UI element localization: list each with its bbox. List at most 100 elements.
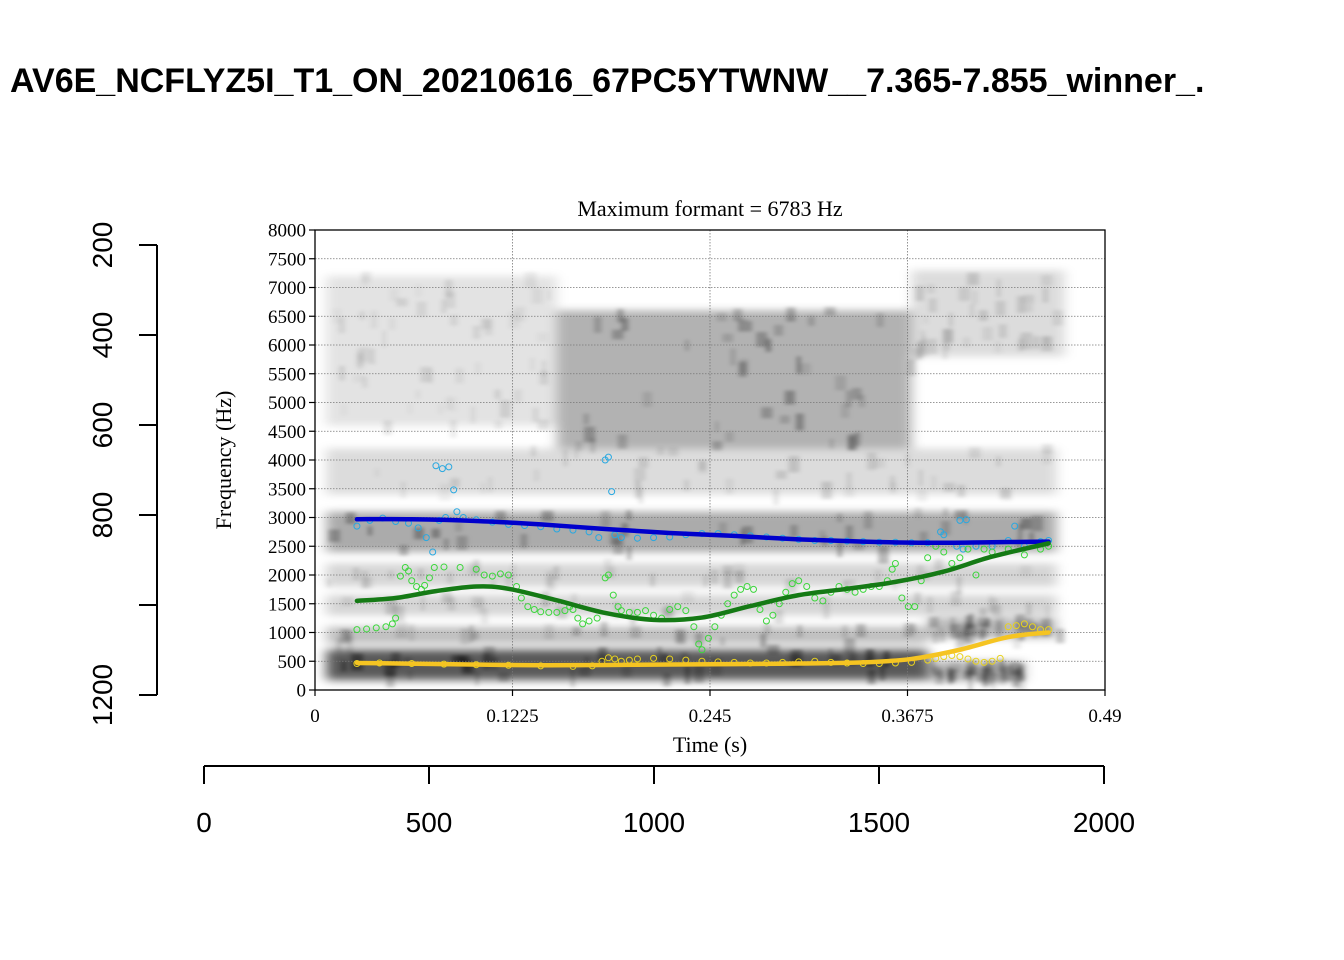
spectrogram-striation: [970, 303, 975, 318]
spectrogram-striation: [795, 413, 804, 431]
spectrogram-striation: [997, 659, 1005, 672]
formant-point: [1020, 551, 1028, 559]
formant-point: [604, 453, 612, 461]
formant-point: [617, 607, 625, 615]
spectrogram-striation: [725, 431, 734, 442]
spectrogram-striation: [650, 573, 655, 587]
spectrogram-striation: [996, 279, 1001, 298]
spectrogram-striation: [978, 617, 990, 627]
spectrogram-striation: [950, 590, 961, 606]
formant-point: [956, 554, 964, 562]
spectrogram-striation: [475, 362, 481, 374]
x-axis-label: Time (s): [673, 732, 747, 757]
spectrogram-striation: [797, 624, 802, 638]
spectrogram-striation: [985, 619, 991, 628]
y-tick-label: 4000: [268, 451, 306, 472]
spectrogram-striation: [531, 288, 543, 304]
spectrogram-striation: [1018, 523, 1022, 540]
spectrogram-striation: [585, 656, 589, 669]
outer-left-axis: 200 400 600 800 1200: [87, 222, 158, 726]
spectrogram-striation: [416, 301, 427, 317]
formant-point: [396, 572, 404, 580]
spectrogram-striation: [488, 476, 493, 493]
formant-point: [724, 600, 732, 608]
spectrogram-striation: [808, 315, 815, 326]
formant-point: [593, 614, 601, 622]
spectrogram-striation: [712, 441, 723, 451]
spectrogram-striation: [1052, 309, 1064, 326]
spectrogram-striation: [915, 285, 924, 302]
spectrogram-striation: [1016, 295, 1026, 314]
spectrogram-striation: [851, 388, 862, 400]
spectrogram: [326, 270, 1065, 690]
spectrogram-striation: [544, 623, 554, 640]
spectrogram-striation: [949, 662, 961, 673]
spectrogram-striation: [963, 670, 973, 680]
spectrogram-striation: [867, 669, 876, 685]
spectrogram-striation: [1015, 617, 1020, 632]
spectrogram-striation: [471, 596, 484, 608]
x-tick-label: 0.245: [689, 706, 732, 727]
y-tick-label: 2500: [268, 537, 306, 558]
spectrogram-striation: [1041, 274, 1053, 286]
spectrogram-striation: [865, 649, 874, 667]
formant-point: [517, 594, 525, 602]
formant-point: [438, 465, 446, 473]
formant-point: [388, 620, 396, 628]
spectrogram-striation: [1001, 488, 1012, 502]
spectrogram-striation: [1031, 515, 1043, 532]
spectrogram-striation: [683, 479, 690, 492]
formant-point: [429, 548, 437, 556]
spectrogram-striation: [1020, 565, 1032, 577]
spectrogram-striation: [941, 520, 951, 536]
spectrogram-striation: [780, 415, 790, 424]
spectrogram-striation: [867, 452, 877, 470]
spectrogram-striation: [1016, 673, 1026, 690]
spectrogram-striation: [498, 672, 510, 682]
spectrogram-striation: [718, 522, 727, 537]
spectrogram-striation: [684, 666, 691, 685]
spectrogram-striation: [341, 661, 347, 672]
spectrogram-striation: [950, 623, 962, 639]
y-tick-label: 7500: [268, 249, 306, 270]
spectrogram-striation: [415, 390, 421, 399]
formant-smooth-line: [354, 516, 1051, 546]
spectrogram-striation: [848, 433, 858, 451]
y-tick-label: 0: [297, 681, 307, 702]
formant-point: [440, 563, 448, 571]
spectrogram-striation: [1045, 604, 1050, 622]
spectrogram-striation: [994, 340, 1001, 353]
spectrogram-striation: [511, 563, 517, 580]
spectrogram-striation: [529, 357, 535, 371]
spectrogram-striation: [450, 314, 458, 326]
formant-point: [650, 534, 658, 542]
outer-left-tick-label: 1200: [87, 664, 118, 726]
spectrogram-striation: [735, 570, 744, 584]
spectrogram-striation: [447, 572, 453, 584]
spectrogram-striation: [391, 652, 401, 668]
spectrogram-striation: [389, 289, 398, 302]
spectrogram-striation: [864, 511, 873, 529]
spectrogram-striation: [747, 321, 752, 332]
outer-left-tick-label: 400: [87, 312, 118, 359]
spectrogram-striation: [835, 375, 846, 391]
spectrogram-striation: [791, 649, 803, 667]
spectrogram-striation: [976, 667, 986, 682]
figure-title: AV6E_NCFLYZ5I_T1_ON_20210616_67PC5YTWNW_…: [10, 62, 1204, 100]
spectrogram-striation: [785, 578, 797, 594]
formant-point: [608, 488, 616, 496]
spectrogram-striation: [1013, 631, 1022, 649]
spectrogram-striation: [328, 529, 340, 543]
spectrogram-striation: [375, 468, 379, 477]
spectrogram-striation: [946, 667, 951, 677]
formant-point: [421, 581, 429, 589]
spectrogram-striation: [431, 528, 440, 538]
formant-point: [488, 572, 496, 580]
spectrogram-striation: [844, 487, 855, 498]
y-tick-label: 2000: [268, 566, 306, 587]
spectrogram-striation: [524, 272, 537, 288]
spectrogram-striation: [608, 565, 617, 578]
spectrogram-striation: [450, 420, 457, 438]
formant-point: [496, 570, 504, 578]
spectrogram-striation: [979, 607, 987, 616]
